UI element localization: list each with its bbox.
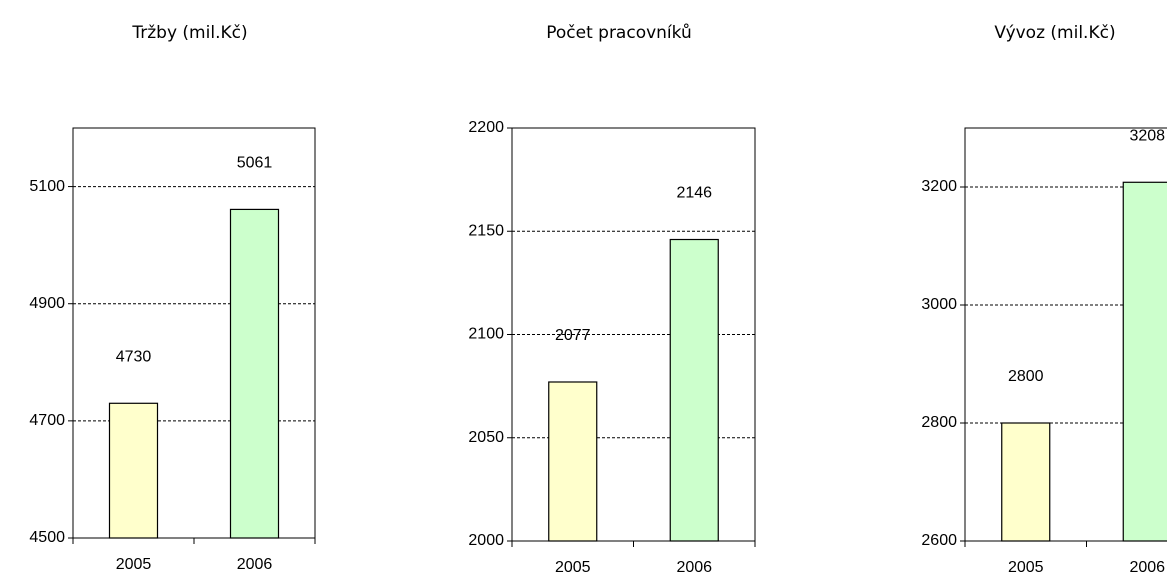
value-label: 4730 (116, 349, 152, 366)
bar (1001, 422, 1051, 542)
chart-title: Tržby (mil.Kč) (131, 23, 247, 43)
y-tick-label: 2800 (921, 414, 957, 431)
y-tick-label: 4700 (29, 412, 65, 429)
x-tick-label: 2005 (116, 556, 152, 573)
bar (1122, 181, 1167, 542)
y-tick-label: 3200 (921, 178, 957, 195)
bar (108, 402, 159, 539)
y-tick-label: 3000 (921, 296, 957, 313)
y-tick-label: 2050 (468, 429, 504, 446)
plot-frame (964, 127, 1167, 542)
value-label: 2800 (1008, 368, 1044, 385)
y-tick-label: 2100 (468, 326, 504, 343)
x-tick-label: 2005 (555, 559, 591, 576)
x-tick-label: 2006 (237, 556, 273, 573)
bar (229, 208, 280, 539)
x-tick-label: 2006 (676, 559, 712, 576)
bar (669, 238, 719, 542)
value-label: 2146 (676, 185, 712, 202)
y-tick-label: 2200 (468, 119, 504, 136)
x-tick-label: 2005 (1008, 559, 1044, 576)
y-tick-label: 2000 (468, 532, 504, 549)
y-tick-label: 2600 (921, 532, 957, 549)
bar (548, 381, 598, 542)
plot-frame (511, 127, 756, 542)
value-label: 2077 (555, 327, 591, 344)
x-tick-label: 2006 (1129, 559, 1165, 576)
value-label: 5061 (237, 155, 273, 172)
value-label: 3208 (1129, 127, 1165, 144)
chart-title: Počet pracovníků (546, 23, 692, 43)
plot-frame (72, 127, 316, 539)
y-tick-label: 4900 (29, 295, 65, 312)
y-tick-label: 5100 (29, 178, 65, 195)
y-tick-label: 2150 (468, 222, 504, 239)
y-tick-label: 4500 (29, 529, 65, 546)
chart-title: Vývoz (mil.Kč) (994, 23, 1115, 43)
